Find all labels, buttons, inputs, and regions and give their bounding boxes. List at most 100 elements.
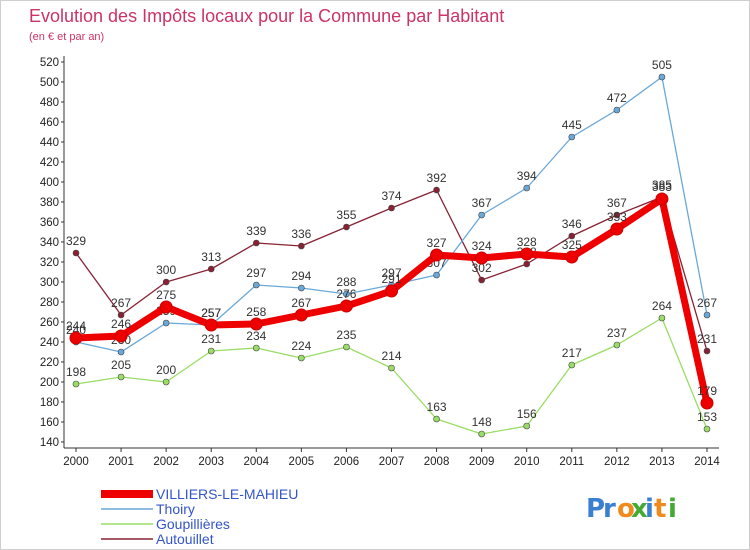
- y-tick-label: 400: [40, 177, 59, 189]
- data-point: [613, 341, 621, 349]
- data-label: 288: [336, 275, 356, 289]
- data-point: [339, 299, 353, 313]
- data-point: [703, 311, 711, 319]
- data-point: [252, 281, 260, 289]
- data-point: [252, 239, 260, 247]
- data-label: 244: [66, 319, 86, 333]
- logo-letter: P: [586, 494, 605, 524]
- data-point: [117, 311, 125, 319]
- y-tick-label: 280: [40, 297, 59, 309]
- data-label: 297: [381, 266, 401, 280]
- y-tick-label: 500: [40, 77, 59, 89]
- data-point: [478, 276, 485, 284]
- data-label: 198: [66, 365, 86, 379]
- data-label: 257: [201, 306, 221, 320]
- data-label: 324: [472, 239, 492, 253]
- series-goupilli-res: 198 205 200 231 234 224 235 214 163 148 156 217 237 2…: [66, 299, 717, 438]
- data-point: [252, 344, 260, 352]
- data-point: [568, 133, 576, 141]
- data-label: 240: [66, 323, 86, 337]
- series-autouillet: 3292673003133393363553743923023183463673…: [66, 171, 717, 355]
- y-tick-label: 200: [40, 377, 59, 389]
- x-tick-label: 2003: [198, 456, 224, 468]
- y-tick-label: 440: [40, 137, 59, 149]
- data-label: 258: [246, 305, 266, 319]
- legend-label: Thoiry: [156, 501, 195, 517]
- data-label: 163: [427, 400, 447, 414]
- y-tick-label: 240: [40, 337, 59, 349]
- data-point: [658, 73, 666, 81]
- logo-letter: i: [668, 494, 677, 524]
- data-label: 291: [381, 272, 401, 286]
- data-label: 276: [336, 287, 356, 301]
- data-point: [69, 331, 83, 345]
- data-point: [294, 308, 308, 322]
- logo-letter: o: [617, 494, 635, 524]
- data-label: 367: [472, 196, 492, 210]
- data-point: [343, 290, 350, 298]
- data-label: 300: [156, 263, 176, 277]
- y-tick-label: 380: [40, 197, 59, 209]
- proxiti-logo: Pr oxi t i: [586, 494, 677, 524]
- y-tick-label: 320: [40, 257, 59, 269]
- data-label: 231: [697, 332, 717, 346]
- x-tick-label: 2008: [424, 456, 450, 468]
- y-tick-label: 180: [40, 397, 59, 409]
- data-point: [658, 314, 666, 322]
- data-label: 217: [562, 346, 582, 360]
- x-tick-label: 2007: [379, 456, 405, 468]
- data-point: [117, 373, 125, 381]
- data-point: [430, 248, 444, 262]
- data-label: 505: [652, 58, 672, 72]
- data-point: [523, 422, 531, 430]
- data-label: 313: [201, 250, 221, 264]
- y-tick-label: 360: [40, 217, 59, 229]
- data-point: [433, 271, 440, 279]
- data-label: 235: [336, 328, 356, 342]
- data-point: [114, 329, 128, 343]
- data-point: [613, 106, 621, 114]
- data-point: [565, 250, 579, 264]
- data-point: [475, 251, 489, 265]
- data-point: [523, 184, 531, 192]
- y-tick-label: 300: [40, 277, 59, 289]
- data-label: 267: [697, 296, 717, 310]
- x-tick-label: 2013: [649, 456, 675, 468]
- y-tick-label: 460: [40, 117, 59, 129]
- x-tick-label: 2006: [334, 456, 360, 468]
- data-label: 374: [381, 189, 401, 203]
- data-point: [298, 284, 305, 292]
- data-label: 267: [111, 296, 131, 310]
- legend-label: Goupillières: [156, 516, 230, 532]
- x-tick-label: 2000: [63, 456, 89, 468]
- data-label: 353: [607, 210, 627, 224]
- data-label: 472: [607, 91, 627, 105]
- y-tick-label: 140: [40, 437, 59, 449]
- data-label: 394: [517, 169, 537, 183]
- x-tick-label: 2009: [469, 456, 495, 468]
- y-tick-label: 220: [40, 357, 59, 369]
- y-tick-label: 260: [40, 317, 59, 329]
- data-point: [388, 204, 395, 212]
- data-point: [433, 415, 440, 423]
- data-point: [478, 430, 485, 438]
- data-label: 355: [336, 208, 356, 222]
- data-label: 234: [246, 329, 266, 343]
- data-label: 328: [517, 235, 537, 249]
- data-label: 153: [697, 410, 717, 424]
- data-label: 264: [652, 299, 672, 313]
- data-label: 327: [427, 236, 447, 250]
- data-label: 325: [562, 238, 582, 252]
- x-tick-label: 2014: [694, 456, 720, 468]
- data-point: [478, 211, 485, 219]
- data-label: 383: [652, 180, 672, 194]
- data-label: 148: [472, 415, 492, 429]
- data-label: 257: [201, 306, 221, 320]
- y-tick-label: 160: [40, 417, 59, 429]
- data-label: 336: [291, 227, 311, 241]
- data-point: [703, 347, 711, 355]
- data-point: [162, 319, 170, 327]
- data-label: 224: [291, 339, 311, 353]
